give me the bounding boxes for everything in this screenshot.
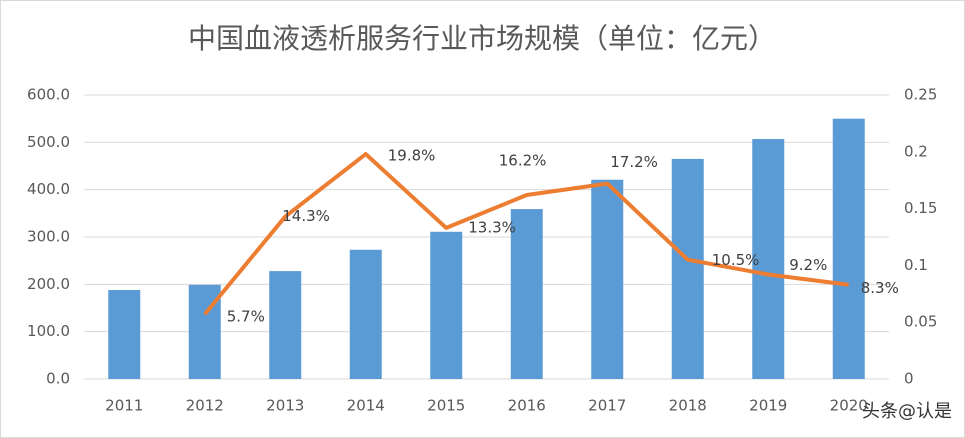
y-tick-label: 0.0 [46, 370, 70, 388]
y2-tick-label: 0 [904, 370, 914, 388]
data-label: 8.3% [861, 279, 899, 297]
y-tick-label: 200.0 [27, 275, 70, 293]
watermark: 头条@认是 [862, 401, 952, 422]
data-label: 14.3% [282, 207, 330, 225]
bar [349, 249, 382, 379]
x-tick-label: 2016 [508, 397, 546, 415]
data-label: 16.2% [499, 151, 547, 169]
bar [832, 118, 865, 380]
y2-tick-label: 0.15 [904, 199, 937, 217]
x-tick-label: 2018 [669, 397, 707, 415]
x-tick-label: 2011 [105, 397, 143, 415]
bar [752, 139, 785, 379]
bar [591, 179, 624, 379]
data-label: 13.3% [468, 218, 516, 236]
y-tick-label: 300.0 [27, 228, 70, 246]
y-tick-label: 400.0 [27, 180, 70, 198]
x-tick-label: 2019 [749, 397, 787, 415]
bar [108, 290, 141, 379]
x-tick-label: 2017 [588, 397, 626, 415]
x-tick-label: 2012 [186, 397, 224, 415]
data-label: 10.5% [712, 251, 760, 269]
bar [269, 271, 302, 379]
data-label: 19.8% [388, 147, 436, 165]
x-tick-label: 2015 [427, 397, 465, 415]
y-tick-label: 500.0 [27, 133, 70, 151]
x-tick-label: 2020 [830, 397, 868, 415]
bar [510, 209, 543, 379]
y2-tick-label: 0.25 [904, 86, 937, 104]
bar [430, 231, 463, 379]
bar [671, 158, 704, 379]
x-tick-label: 2013 [266, 397, 304, 415]
y2-tick-label: 0.1 [904, 256, 928, 274]
data-label: 9.2% [789, 256, 827, 274]
data-label: 5.7% [227, 308, 265, 326]
y2-tick-label: 0.2 [904, 142, 928, 160]
y-tick-label: 600.0 [27, 86, 70, 104]
chart-title: 中国血液透析服务行业市场规模（单位：亿元） [188, 22, 776, 55]
data-label: 17.2% [610, 153, 658, 171]
x-tick-label: 2014 [347, 397, 385, 415]
y-tick-label: 100.0 [27, 322, 70, 340]
y2-tick-label: 0.05 [904, 313, 937, 331]
line [203, 152, 850, 316]
